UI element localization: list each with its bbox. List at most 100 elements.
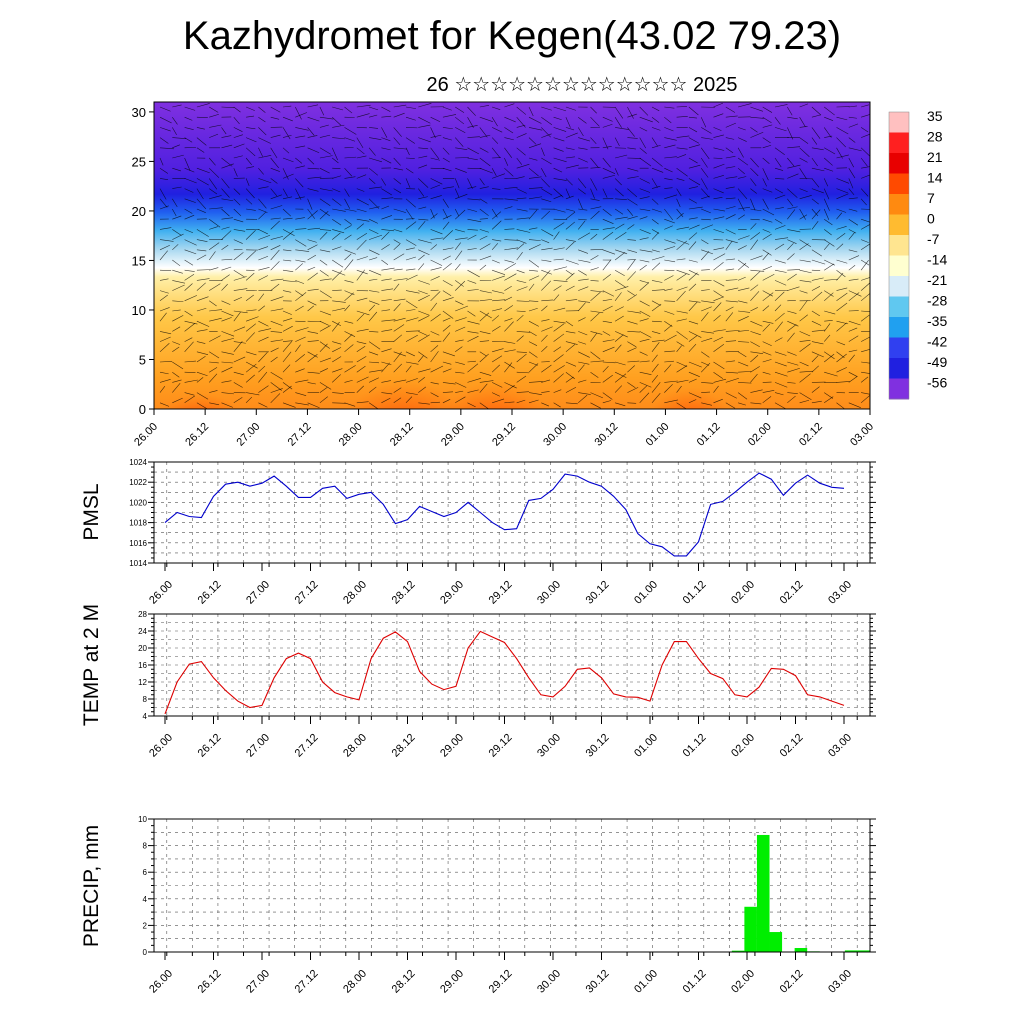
wind-barb	[848, 249, 858, 253]
wind-barb	[713, 296, 724, 302]
wind-barb	[332, 307, 346, 312]
wind-barb	[381, 361, 392, 366]
wind-barb	[676, 331, 688, 340]
wind-barb	[627, 113, 638, 118]
wind-barb	[492, 348, 504, 353]
wind-barb	[221, 337, 235, 342]
wind-barb	[651, 363, 659, 373]
wind-barb	[221, 402, 233, 408]
wind-barb	[848, 402, 861, 408]
wind-barb	[614, 251, 626, 261]
wind-barb	[553, 294, 560, 301]
wind-barb	[528, 137, 537, 145]
wind-barb	[233, 356, 246, 363]
wind-barb	[369, 186, 382, 189]
wind-barb	[442, 208, 448, 219]
wind-barb	[541, 364, 552, 373]
wind-barb	[700, 188, 710, 198]
wind-barb	[344, 304, 351, 312]
wind-barb	[418, 334, 430, 342]
wind-barb	[811, 167, 825, 172]
wind-barb	[848, 168, 856, 179]
wind-barb	[516, 197, 527, 200]
wind-barb	[516, 243, 525, 251]
wind-barb	[676, 226, 690, 230]
wind-barb	[405, 137, 415, 144]
wind-barb	[738, 127, 746, 131]
wind-barb	[295, 112, 308, 118]
wind-barb	[319, 341, 330, 349]
wind-barb	[565, 156, 575, 159]
wind-barb	[282, 127, 291, 140]
wind-barb	[516, 371, 530, 374]
wind-barb	[405, 268, 416, 271]
wind-barb	[368, 167, 379, 176]
wind-barb	[393, 268, 403, 271]
wind-barb	[799, 195, 812, 200]
wind-barb	[602, 374, 613, 383]
wind-barb	[381, 319, 396, 322]
wind-barb	[590, 233, 598, 240]
wind-barb	[799, 157, 808, 163]
precip-bar	[756, 834, 770, 952]
wind-barb	[762, 341, 772, 347]
wind-barb	[504, 167, 514, 177]
wind-barb	[614, 106, 624, 119]
wind-barb	[799, 392, 812, 400]
wind-barb	[553, 137, 565, 142]
wind-barb	[381, 329, 393, 332]
pmsl-x-tick-label: 27.12	[293, 579, 321, 607]
wind-barb	[848, 197, 858, 200]
wind-barb	[344, 334, 353, 342]
wind-barb	[700, 178, 708, 190]
wind-barb	[172, 144, 180, 149]
wind-barb	[258, 147, 263, 157]
wind-barb	[528, 275, 540, 281]
wind-barb	[196, 188, 204, 200]
wind-barb	[344, 106, 353, 114]
wind-barb	[307, 300, 317, 306]
pmsl-x-tick-label: 26.00	[147, 579, 175, 607]
wind-barb	[787, 173, 799, 179]
wind-barb	[615, 127, 629, 130]
wind-barb	[184, 320, 198, 325]
wind-barb	[282, 325, 293, 332]
wind-barb	[344, 234, 352, 240]
wind-barb	[811, 329, 825, 332]
wind-barb	[688, 116, 698, 119]
wind-barb	[651, 256, 665, 261]
wind-barb	[577, 198, 583, 210]
wind-barb	[331, 147, 338, 161]
wind-barb	[209, 226, 219, 230]
wind-barb	[159, 312, 167, 322]
wind-barb	[639, 157, 652, 167]
wind-barb	[516, 286, 528, 291]
wind-barb	[823, 208, 830, 221]
wind-barb	[799, 103, 809, 108]
wind-barb	[738, 300, 748, 304]
wind-barb	[651, 116, 660, 123]
wind-barb	[750, 269, 765, 272]
wind-barb	[651, 249, 660, 253]
wind-barb	[848, 105, 857, 108]
wind-barb	[455, 371, 465, 374]
wind-barb	[184, 178, 197, 184]
wind-barb	[295, 280, 305, 284]
wind-barb	[713, 290, 724, 298]
wind-barb	[737, 198, 745, 212]
wind-barb	[541, 147, 545, 156]
wind-barb	[750, 389, 763, 393]
wind-barb	[639, 208, 651, 211]
wind-barb	[565, 285, 575, 291]
wind-barb	[479, 157, 491, 167]
wind-barb	[332, 392, 344, 394]
wind-barb	[725, 377, 739, 383]
wind-barb	[246, 127, 256, 130]
wind-barb	[762, 305, 770, 312]
wind-barb	[565, 132, 578, 138]
wind-barb	[824, 351, 835, 360]
wind-barb	[159, 361, 173, 363]
wind-barb	[762, 390, 775, 393]
wind-barb	[565, 147, 575, 150]
wind-barb	[750, 116, 764, 119]
